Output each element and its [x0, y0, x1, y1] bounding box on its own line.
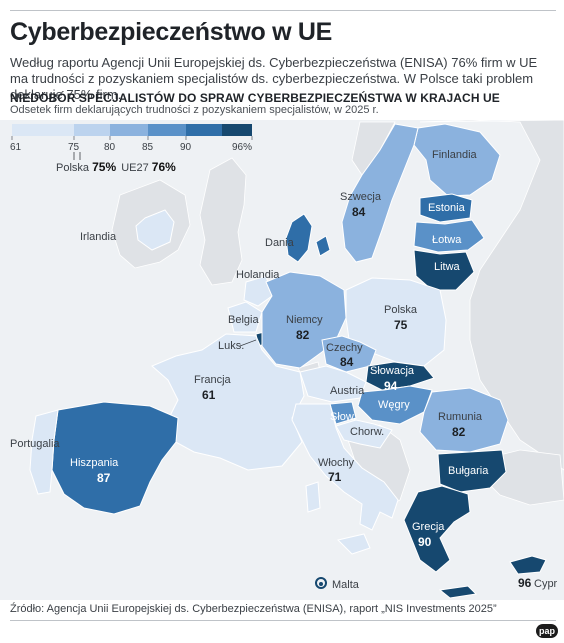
legend-polska-value: 75%	[92, 160, 117, 174]
legend-ue-label: UE27	[121, 162, 149, 174]
label-bulgaria: Bułgaria	[448, 465, 489, 477]
value-szwecja: 84	[352, 205, 366, 219]
source-note: Źródło: Agencja Unii Europejskiej ds. Cy…	[10, 603, 497, 615]
country-denmark	[285, 213, 313, 263]
label-irlandia: Irlandia	[80, 231, 117, 243]
country-ireland	[135, 209, 175, 251]
label-chorw: Chorw.	[350, 426, 384, 438]
country-italy	[291, 403, 399, 531]
country-latvia	[413, 219, 485, 253]
label-litwa: Litwa	[434, 261, 461, 273]
country-slovenia	[329, 401, 357, 425]
label-slowacja: Słowacja	[370, 365, 415, 377]
legend-swatch-5	[186, 124, 222, 136]
value-polska: 75	[394, 318, 408, 332]
legend-ue-value: 76%	[151, 160, 176, 174]
legend-tick-75: 75	[68, 142, 80, 153]
label-rumunia: Rumunia	[438, 411, 483, 423]
country-austria	[299, 365, 367, 403]
legend-tick-61: 61	[10, 142, 22, 153]
legend-swatch-1	[12, 124, 74, 136]
label-wegry: Węgry	[378, 399, 410, 411]
legend-tick-96: 96%	[232, 142, 252, 153]
country-finland	[413, 123, 501, 197]
label-finlandia: Finlandia	[432, 149, 478, 161]
lede-text: Według raportu Agencji Unii Europejskiej…	[10, 55, 538, 102]
legend-tick-85: 85	[142, 142, 154, 153]
label-grecja: Grecja	[412, 521, 445, 533]
value-francja: 61	[202, 388, 216, 402]
country-cyprus	[509, 555, 547, 575]
country-portugal	[29, 409, 59, 495]
label-czechy: Czechy	[326, 342, 363, 354]
legend-tick-90: 90	[180, 142, 192, 153]
value-slowacja: 94	[384, 379, 398, 393]
country-sweden	[341, 123, 419, 263]
country-greece	[403, 485, 471, 573]
country-belgium	[227, 301, 263, 333]
label-estonia: Estonia	[428, 202, 466, 214]
label-lotwa: Łotwa	[432, 234, 462, 246]
value-cypr: 96	[518, 576, 532, 590]
label-polska: Polska	[384, 304, 418, 316]
legend-markers: Polska 75% UE27 76%	[10, 160, 176, 174]
country-croatia	[335, 419, 393, 449]
label-portugalia: Portugalia	[10, 438, 60, 450]
country-greece-crete	[438, 585, 478, 599]
country-romania	[419, 387, 509, 453]
country-estonia	[419, 193, 473, 223]
value-czechy: 84	[340, 355, 354, 369]
legend-swatch-6	[222, 124, 252, 136]
pap-logo: pap	[536, 624, 558, 638]
country-malta	[315, 577, 327, 589]
map-subtitle: Odsetek firm deklarujących trudności z p…	[10, 104, 379, 116]
legend-tick-80: 80	[104, 142, 116, 153]
label-dania: Dania	[265, 237, 295, 249]
country-czechia	[321, 335, 377, 373]
label-niemcy: Niemcy	[286, 314, 323, 326]
country-france	[151, 333, 305, 471]
label-holandia: Holandia	[236, 269, 280, 281]
label-austria: Austria	[330, 385, 365, 397]
legend-swatch-3	[110, 124, 148, 136]
label-luks: Luks.	[218, 340, 244, 352]
section-title: NIEDOBÓR SPECJALISTÓW DO SPRAW CYBERBEZP…	[10, 91, 500, 105]
label-slow: Słow.	[330, 411, 356, 423]
label-szwecja: Szwecja	[340, 191, 382, 203]
country-lithuania	[413, 249, 475, 291]
value-hiszpania: 87	[97, 471, 111, 485]
legend-scale: 61 75 80 85 90 96%	[10, 124, 253, 160]
legend-swatch-2	[74, 124, 110, 136]
country-denmark-isle	[315, 235, 331, 257]
bottom-rule	[10, 620, 556, 621]
value-wlochy: 71	[328, 470, 342, 484]
country-italy-sicily	[337, 533, 371, 555]
label-wlochy: Włochy	[318, 457, 355, 469]
value-rumunia: 82	[452, 425, 466, 439]
value-grecja: 90	[418, 535, 432, 549]
country-bulgaria	[437, 449, 507, 493]
page-title: Cyberbezpieczeństwo w UE	[10, 18, 333, 46]
top-rule	[10, 10, 556, 11]
legend-swatch-4	[148, 124, 186, 136]
country-spain	[51, 401, 179, 515]
label-francja: Francja	[194, 374, 232, 386]
country-netherlands	[243, 275, 273, 307]
legend-polska-label: Polska	[56, 162, 90, 174]
value-niemcy: 82	[296, 328, 310, 342]
europe-map: Finlandia Szwecja 84 Estonia Łotwa Litwa…	[0, 120, 564, 600]
country-italy-sardinia	[305, 481, 321, 513]
label-belgia: Belgia	[228, 314, 259, 326]
label-cypr: Cypr	[534, 578, 558, 590]
country-slovakia	[365, 361, 435, 391]
label-malta: Malta	[332, 579, 360, 591]
label-hiszpania: Hiszpania	[70, 457, 119, 469]
